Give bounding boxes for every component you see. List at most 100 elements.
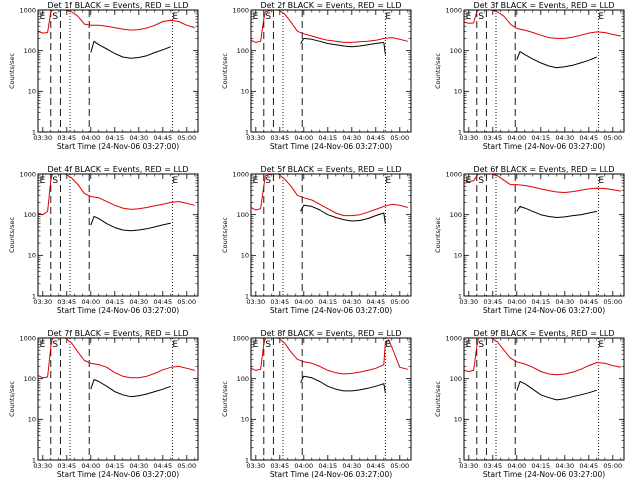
marker-label-s: S <box>478 340 484 350</box>
marker-label-s: S <box>265 176 271 186</box>
y-tick-label: 1 <box>245 456 249 464</box>
panel-5: Det 5f BLACK = Events, RED = LLD 1 10 100 10… <box>221 165 412 315</box>
y-tick-label: 10 <box>454 88 462 96</box>
x-tick-label: 03:45 <box>57 462 76 470</box>
x-tick-label: 04:00 <box>294 462 313 470</box>
x-tick-label: 03:45 <box>483 462 502 470</box>
events-series-line <box>300 37 386 55</box>
events-series-line <box>90 40 171 59</box>
x-tick-label: 03:30 <box>33 298 52 306</box>
plot-frame <box>250 9 412 133</box>
plot-frame <box>37 337 199 461</box>
x-tick-label: 04:15 <box>105 462 124 470</box>
x-tick-label: 03:45 <box>483 298 502 306</box>
panel-title: Det 7f BLACK = Events, RED = LLD <box>47 329 188 338</box>
x-tick-label: 04:00 <box>81 462 100 470</box>
panel-6: Det 6f BLACK = Events, RED = LLD 1 10 100 10… <box>434 165 625 315</box>
x-tick-label: 03:30 <box>246 298 265 306</box>
panel-7: Det 7f BLACK = Events, RED = LLD 1 10 100 10… <box>8 329 199 479</box>
x-tick-label: 04:15 <box>318 134 337 142</box>
y-tick-label: 100 <box>450 375 462 383</box>
marker-label-s: S <box>265 12 271 22</box>
x-tick-label: 04:30 <box>555 462 574 470</box>
marker-label-e: E <box>598 340 604 350</box>
y-tick-label: 1000 <box>19 6 36 14</box>
x-tick-label: 05:00 <box>603 298 622 306</box>
y-tick-label: 100 <box>24 375 36 383</box>
y-tick-label: 1000 <box>445 6 462 14</box>
x-tick-label: 03:30 <box>33 134 52 142</box>
y-tick-label: 1000 <box>232 6 249 14</box>
y-tick-label: 1000 <box>19 334 36 342</box>
y-axis-label: Counts/sec <box>8 53 16 89</box>
y-tick-label: 100 <box>450 47 462 55</box>
y-tick-label: 10 <box>241 252 249 260</box>
x-tick-label: 03:45 <box>270 298 289 306</box>
lld-series-line <box>251 10 408 43</box>
x-tick-label: 04:00 <box>294 298 313 306</box>
y-tick-label: 1 <box>245 292 249 300</box>
x-tick-label: 03:30 <box>459 134 478 142</box>
panel-title: Det 4f BLACK = Events, RED = LLD <box>47 165 188 174</box>
panel-8: Det 8f BLACK = Events, RED = LLD 1 10 100 10… <box>221 329 412 479</box>
x-tick-label: 04:15 <box>318 298 337 306</box>
x-tick-label: 05:00 <box>603 134 622 142</box>
y-axis-label: Counts/sec <box>8 217 16 253</box>
y-axis-label: Counts/sec <box>8 381 16 417</box>
panel-title: Det 8f BLACK = Events, RED = LLD <box>260 329 401 338</box>
x-axis-label: Start Time (24-Nov-06 03:27:00) <box>270 142 392 151</box>
panel-2: Det 2f BLACK = Events, RED = LLD 1 10 100 10… <box>221 1 412 151</box>
marker-label-e: E <box>466 12 472 22</box>
events-series-line <box>516 205 597 218</box>
y-tick-label: 1 <box>458 456 462 464</box>
x-tick-label: 04:45 <box>579 462 598 470</box>
x-tick-label: 04:00 <box>81 298 100 306</box>
y-tick-label: 10 <box>454 416 462 424</box>
x-tick-label: 05:00 <box>390 298 409 306</box>
marker-label-e: E <box>598 12 604 22</box>
lld-series-line <box>38 174 195 216</box>
y-axis-label: Counts/sec <box>434 381 442 417</box>
marker-label-e: E <box>40 176 46 186</box>
y-tick-label: 10 <box>28 88 36 96</box>
y-tick-label: 10 <box>28 252 36 260</box>
marker-label-s: S <box>478 12 484 22</box>
lld-series-line <box>464 338 621 376</box>
events-series-line <box>516 51 597 69</box>
x-tick-label: 04:45 <box>579 134 598 142</box>
x-tick-label: 03:30 <box>246 462 265 470</box>
x-axis-label: Start Time (24-Nov-06 03:27:00) <box>57 142 179 151</box>
y-tick-label: 1000 <box>232 170 249 178</box>
y-axis-label: Counts/sec <box>434 217 442 253</box>
x-tick-label: 04:15 <box>531 134 550 142</box>
x-tick-label: 03:45 <box>483 134 502 142</box>
panel-3: Det 3f BLACK = Events, RED = LLD 1 10 100 10… <box>434 1 625 151</box>
x-tick-label: 03:30 <box>459 462 478 470</box>
marker-label-e: E <box>253 12 259 22</box>
y-axis-label: Counts/sec <box>434 53 442 89</box>
x-axis-label: Start Time (24-Nov-06 03:27:00) <box>57 306 179 315</box>
marker-label-e: E <box>40 12 46 22</box>
x-tick-label: 04:45 <box>366 298 385 306</box>
plot-frame <box>250 173 412 297</box>
x-tick-label: 04:45 <box>153 298 172 306</box>
x-tick-label: 04:00 <box>81 134 100 142</box>
marker-label-e: E <box>385 12 391 22</box>
x-tick-label: 04:00 <box>507 298 526 306</box>
y-tick-label: 100 <box>24 47 36 55</box>
plot-frame <box>463 337 625 461</box>
panel-title: Det 2f BLACK = Events, RED = LLD <box>260 1 401 10</box>
panel-title: Det 3f BLACK = Events, RED = LLD <box>473 1 614 10</box>
marker-label-e: E <box>466 176 472 186</box>
x-tick-label: 03:45 <box>270 134 289 142</box>
y-tick-label: 100 <box>450 211 462 219</box>
x-tick-label: 04:45 <box>153 134 172 142</box>
panel-1: Det 1f BLACK = Events, RED = LLD 1 10 100 10… <box>8 1 199 151</box>
x-tick-label: 04:30 <box>555 298 574 306</box>
lld-series-line <box>464 10 621 39</box>
x-tick-label: 04:45 <box>366 134 385 142</box>
marker-label-e: E <box>40 340 46 350</box>
events-series-line <box>300 375 386 393</box>
events-series-line <box>90 379 171 398</box>
